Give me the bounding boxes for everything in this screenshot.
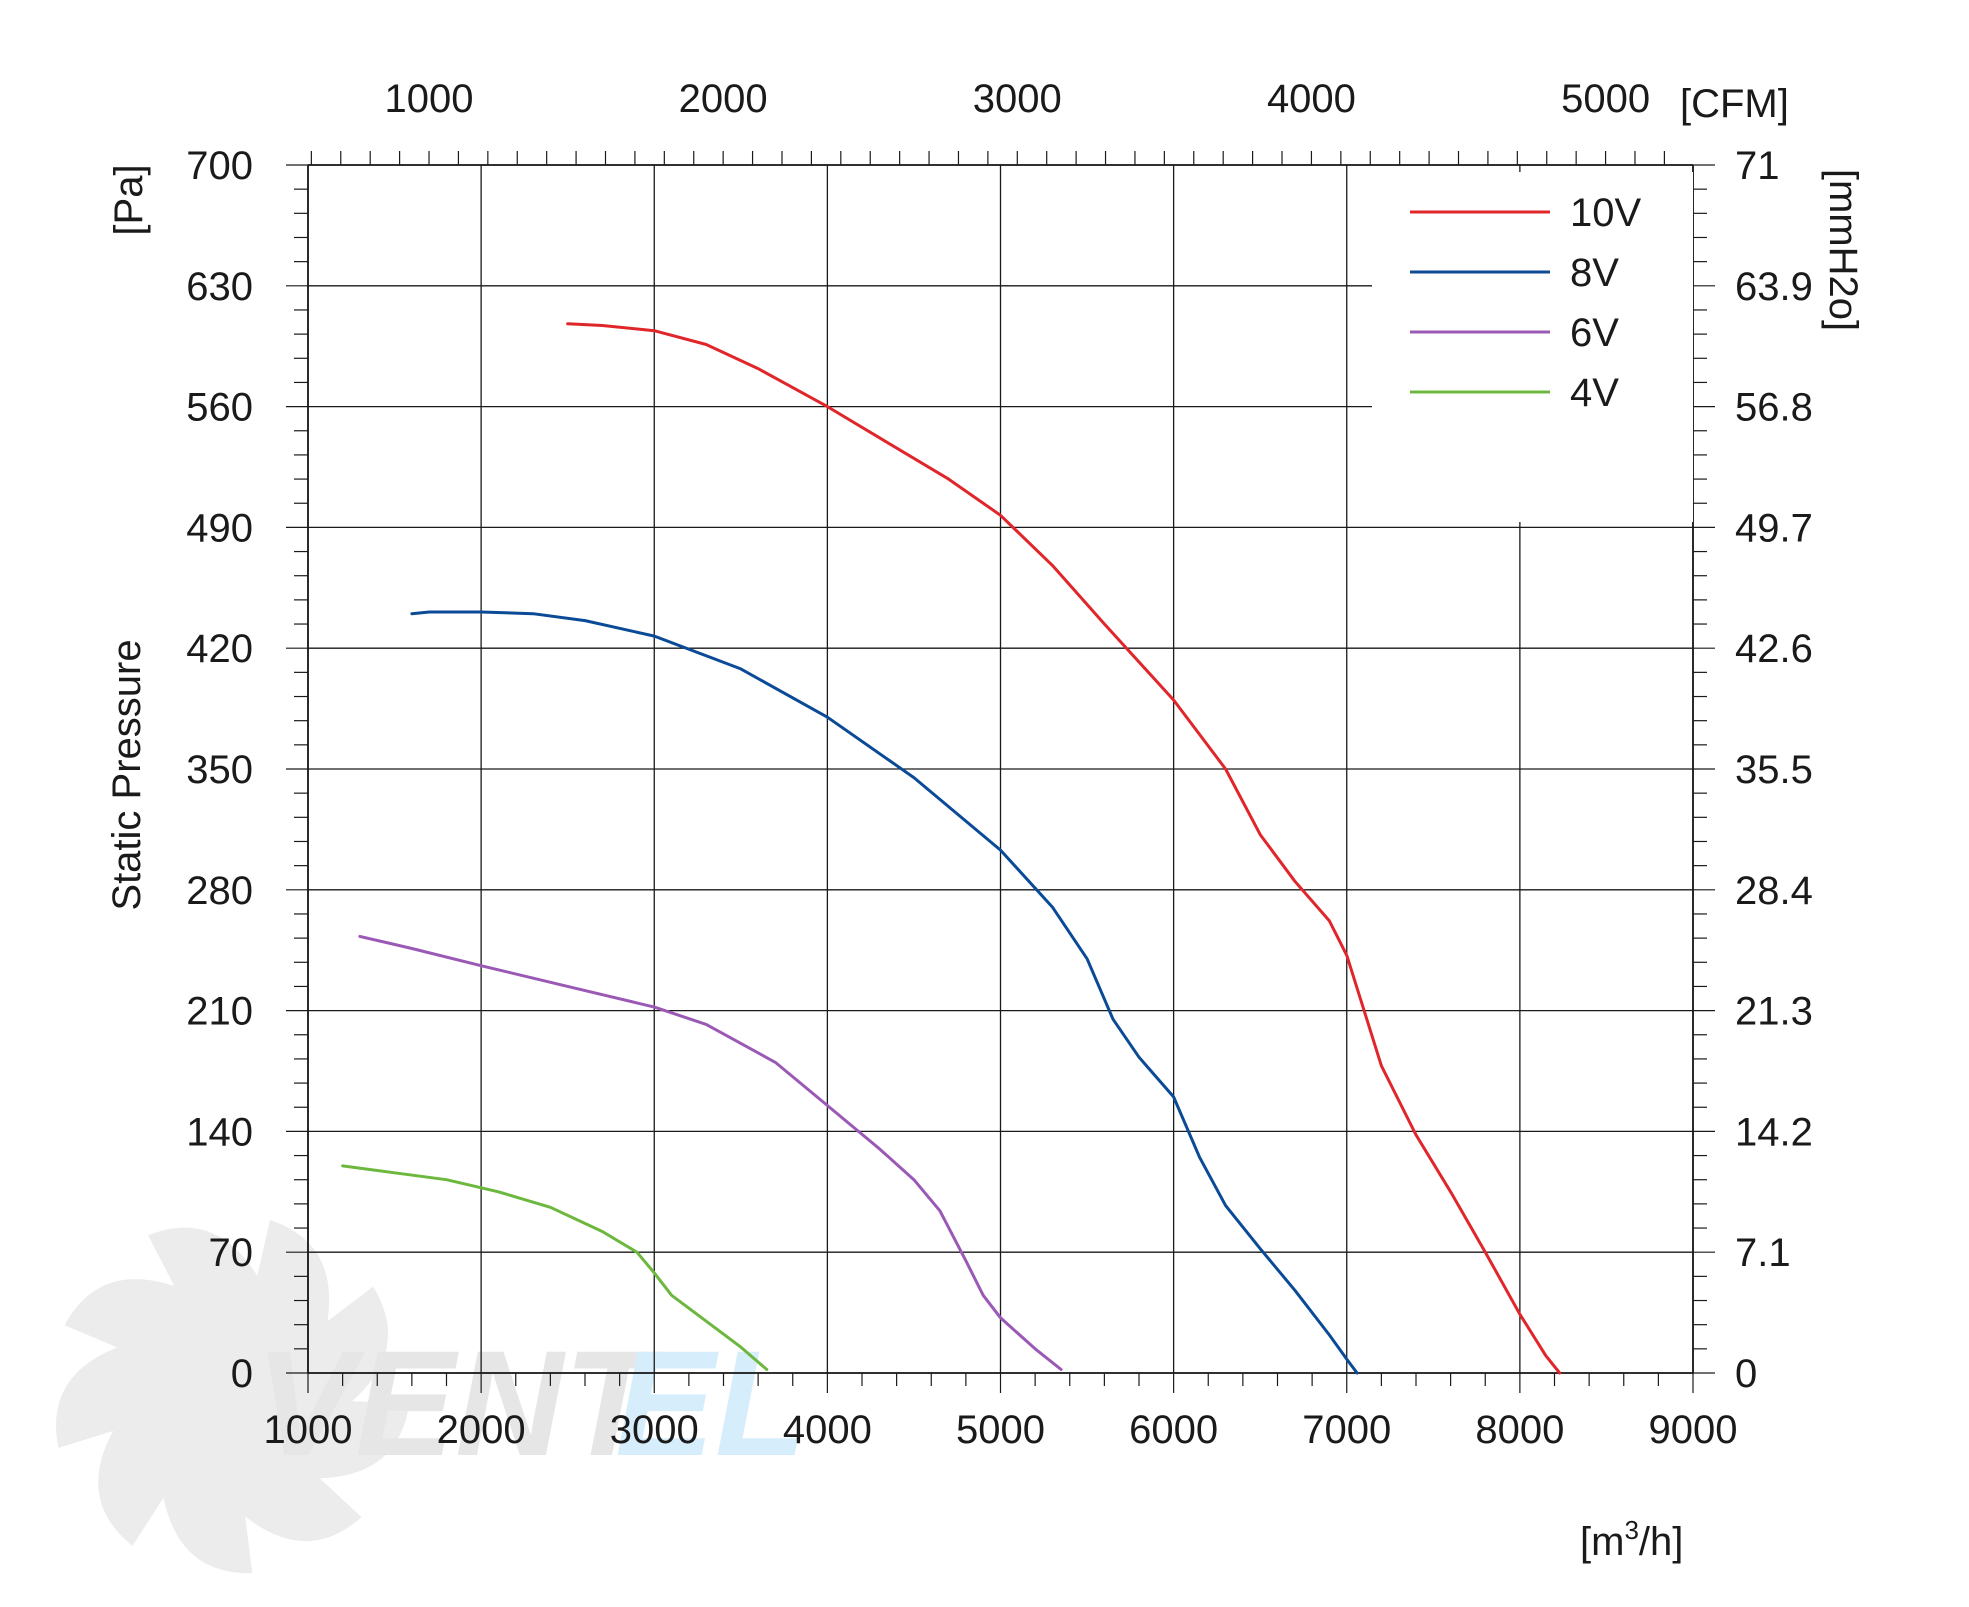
y-tick-label: 70 <box>209 1231 254 1275</box>
watermark-fan-blade <box>230 1286 389 1411</box>
y2-tick-label: 42.6 <box>1735 627 1813 671</box>
cfm-tick-label: 4000 <box>1267 77 1356 121</box>
y-tick-label: 280 <box>186 869 253 913</box>
watermark-fan-blade <box>161 1395 253 1574</box>
x-axis-label-sup: 3 <box>1624 1515 1638 1545</box>
legend-label-6v: 6V <box>1570 311 1619 355</box>
y-tick-label: 420 <box>186 627 253 671</box>
watermark-fan-blade <box>230 1395 362 1542</box>
y-tick-label: 560 <box>186 386 253 430</box>
x-tick-label: 6000 <box>1129 1408 1218 1452</box>
watermark-text-accent: EL <box>615 1319 807 1487</box>
y-axis-tick-labels: 0 70 140 210 280 350 420 490 560 630 700 <box>186 144 253 1396</box>
y-tick-label: 630 <box>186 265 253 309</box>
watermark-text-main: VENT <box>255 1319 666 1487</box>
y-axis-unit-label: [Pa] <box>107 164 151 235</box>
y2-tick-label: 14.2 <box>1735 1110 1813 1154</box>
x-tick-label: 3000 <box>610 1408 699 1452</box>
y2-tick-label: 7.1 <box>1735 1231 1791 1275</box>
x-tick-label: 7000 <box>1302 1408 1391 1452</box>
y2-tick-label: 63.9 <box>1735 265 1813 309</box>
y-tick-label: 350 <box>186 748 253 792</box>
y2-tick-label: 0 <box>1735 1352 1757 1396</box>
x-tick-label: 9000 <box>1649 1408 1738 1452</box>
y2-tick-label: 71 <box>1735 144 1780 188</box>
x-tick-label: 4000 <box>783 1408 872 1452</box>
cfm-axis-tick-labels: 1000 2000 3000 4000 5000 <box>385 77 1651 121</box>
series-lines <box>341 322 1562 1375</box>
y2-tick-label: 49.7 <box>1735 506 1813 550</box>
legend-label-8v: 8V <box>1570 251 1619 295</box>
y-tick-label: 210 <box>186 990 253 1034</box>
series-line-10v <box>566 322 1562 1375</box>
axes-frame <box>307 164 1694 1374</box>
y2-tick-label: 56.8 <box>1735 386 1813 430</box>
series-line-4v <box>341 1164 769 1371</box>
watermark-fan-blade <box>98 1395 230 1546</box>
cfm-tick-label: 1000 <box>385 77 474 121</box>
y2-axis-label: [mmH2o] <box>1821 169 1865 331</box>
x-tick-label: 2000 <box>437 1408 526 1452</box>
minor-ticks <box>286 151 1715 1393</box>
y-axis-label: Static Pressure <box>105 639 149 910</box>
legend-background <box>1372 172 1693 522</box>
cfm-tick-label: 5000 <box>1561 77 1650 121</box>
watermark-fan-icon <box>56 1220 410 1574</box>
series-line-8v <box>410 610 1359 1375</box>
cfm-tick-label: 2000 <box>679 77 768 121</box>
x-tick-label: 1000 <box>264 1408 353 1452</box>
series-line-6v <box>358 934 1063 1371</box>
cfm-tick-label: 3000 <box>973 77 1062 121</box>
legend-label-10v: 10V <box>1570 191 1641 235</box>
watermark-fan-blade <box>230 1395 410 1479</box>
x-tick-label: 5000 <box>956 1408 1045 1452</box>
x-axis-label-base: [m <box>1580 1520 1624 1564</box>
ventel-watermark: VENT EL <box>56 1220 807 1574</box>
y2-tick-label: 35.5 <box>1735 748 1813 792</box>
y2-axis-tick-labels: 0 7.1 14.2 21.3 28.4 35.5 42.6 49.7 56.8 63.9 71 <box>1735 144 1813 1396</box>
legend: 10V 8V 6V 4V <box>1372 172 1693 522</box>
y2-tick-label: 21.3 <box>1735 990 1813 1034</box>
x-tick-label: 8000 <box>1475 1408 1564 1452</box>
legend-label-4v: 4V <box>1570 371 1619 415</box>
watermark-fan-blade <box>230 1220 330 1395</box>
watermark-fan-blade <box>148 1227 265 1395</box>
y2-tick-label: 28.4 <box>1735 869 1813 913</box>
y-tick-label: 0 <box>231 1352 253 1396</box>
x-axis-label-tail: /h] <box>1639 1520 1683 1564</box>
y-tick-label: 140 <box>186 1110 253 1154</box>
x-axis-label: [m3/h] <box>1580 1515 1683 1564</box>
x2-axis-unit-label: [CFM] <box>1680 82 1789 126</box>
y-tick-label: 490 <box>186 506 253 550</box>
watermark-fan-blade <box>56 1342 230 1448</box>
y-tick-label: 700 <box>186 144 253 188</box>
x-axis-tick-labels: 1000 2000 3000 4000 5000 6000 7000 8000 9000 <box>264 1408 1738 1452</box>
